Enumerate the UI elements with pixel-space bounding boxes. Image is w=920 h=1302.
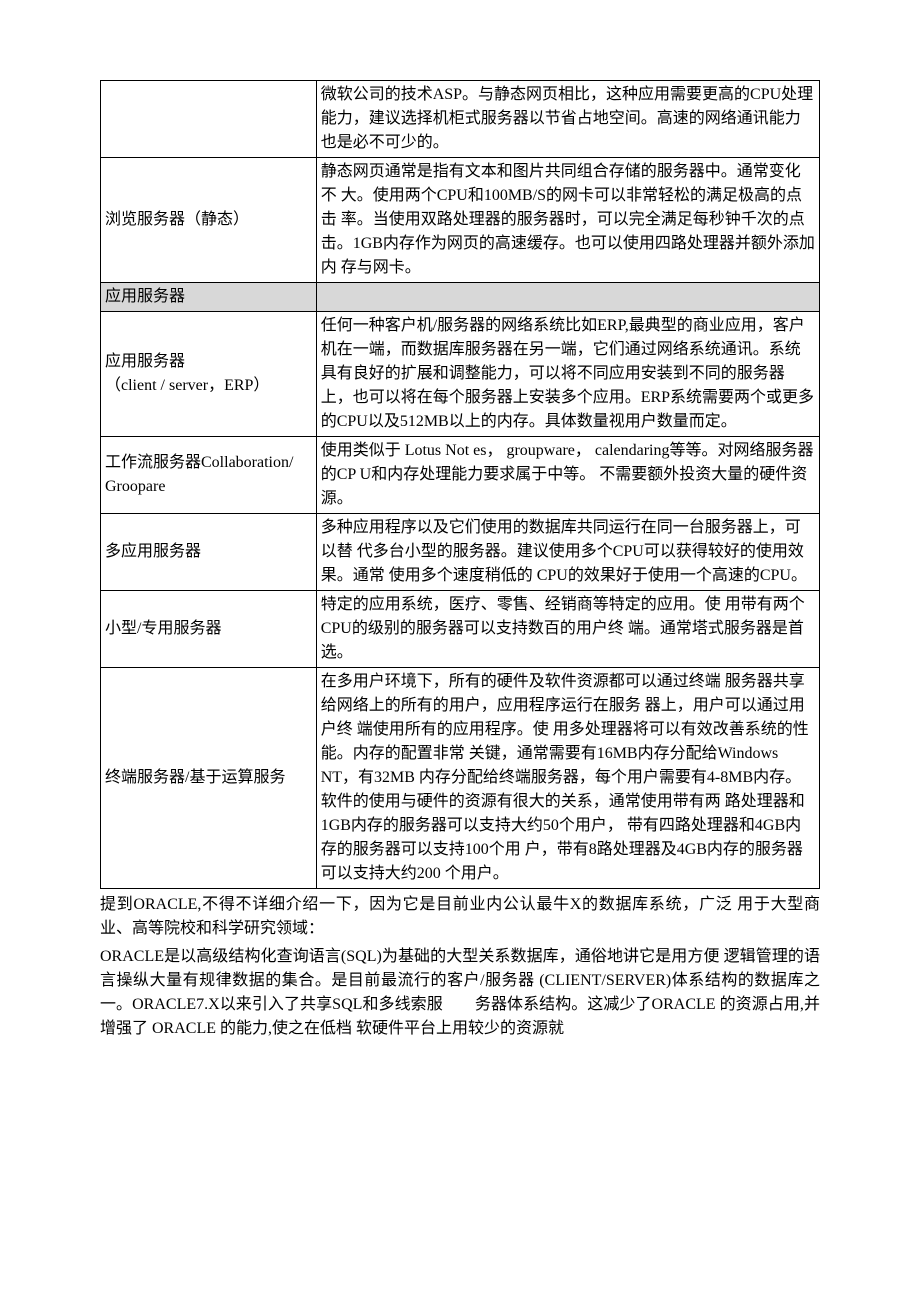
server-type-cell: 多应用服务器 — [101, 514, 317, 591]
server-type-cell: 小型/专用服务器 — [101, 591, 317, 668]
server-desc-cell: 在多用户环境下，所有的硬件及软件资源都可以通过终端 服务器共享给网络上的所有的用… — [316, 668, 819, 889]
table-row: 终端服务器/基于运算服务在多用户环境下，所有的硬件及软件资源都可以通过终端 服务… — [101, 668, 820, 889]
server-desc-cell: 微软公司的技术ASP。与静态网页相比，这种应用需要更高的CPU处理能力，建议选择… — [316, 81, 819, 158]
server-desc-cell — [316, 283, 819, 312]
server-type-cell: 终端服务器/基于运算服务 — [101, 668, 317, 889]
server-type-cell: 应用服务器 — [101, 283, 317, 312]
server-types-table: 微软公司的技术ASP。与静态网页相比，这种应用需要更高的CPU处理能力，建议选择… — [100, 80, 820, 889]
server-type-cell: 工作流服务器Collaboration/ Groopare — [101, 437, 317, 514]
server-desc-cell: 多种应用程序以及它们使用的数据库共同运行在同一台服务器上，可以替 代多台小型的服… — [316, 514, 819, 591]
table-row: 浏览服务器（静态）静态网页通常是指有文本和图片共同组合存储的服务器中。通常变化不… — [101, 158, 820, 283]
server-desc-cell: 任何一种客户机/服务器的网络系统比如ERP,最典型的商业应用，客户机在一端，而数… — [316, 312, 819, 437]
table-row: 微软公司的技术ASP。与静态网页相比，这种应用需要更高的CPU处理能力，建议选择… — [101, 81, 820, 158]
server-type-cell: 应用服务器 （client / server，ERP） — [101, 312, 317, 437]
server-type-cell — [101, 81, 317, 158]
table-row: 小型/专用服务器特定的应用系统，医疗、零售、经销商等特定的应用。使 用带有两个C… — [101, 591, 820, 668]
server-desc-cell: 使用类似于 Lotus Not es， groupware， calendari… — [316, 437, 819, 514]
paragraph-2: ORACLE是以高级结构化查询语言(SQL)为基础的大型关系数据库，通俗地讲它是… — [100, 945, 820, 1041]
paragraph-1: 提到ORACLE,不得不详细介绍一下，因为它是目前业内公认最牛X的数据库系统，广… — [100, 893, 820, 941]
server-desc-cell: 静态网页通常是指有文本和图片共同组合存储的服务器中。通常变化不 大。使用两个CP… — [316, 158, 819, 283]
server-desc-cell: 特定的应用系统，医疗、零售、经销商等特定的应用。使 用带有两个CPU的级别的服务… — [316, 591, 819, 668]
server-type-cell: 浏览服务器（静态） — [101, 158, 317, 283]
table-row: 工作流服务器Collaboration/ Groopare使用类似于 Lotus… — [101, 437, 820, 514]
table-row: 多应用服务器多种应用程序以及它们使用的数据库共同运行在同一台服务器上，可以替 代… — [101, 514, 820, 591]
table-row: 应用服务器 — [101, 283, 820, 312]
document-page: 微软公司的技术ASP。与静态网页相比，这种应用需要更高的CPU处理能力，建议选择… — [0, 0, 920, 1101]
table-row: 应用服务器 （client / server，ERP）任何一种客户机/服务器的网… — [101, 312, 820, 437]
